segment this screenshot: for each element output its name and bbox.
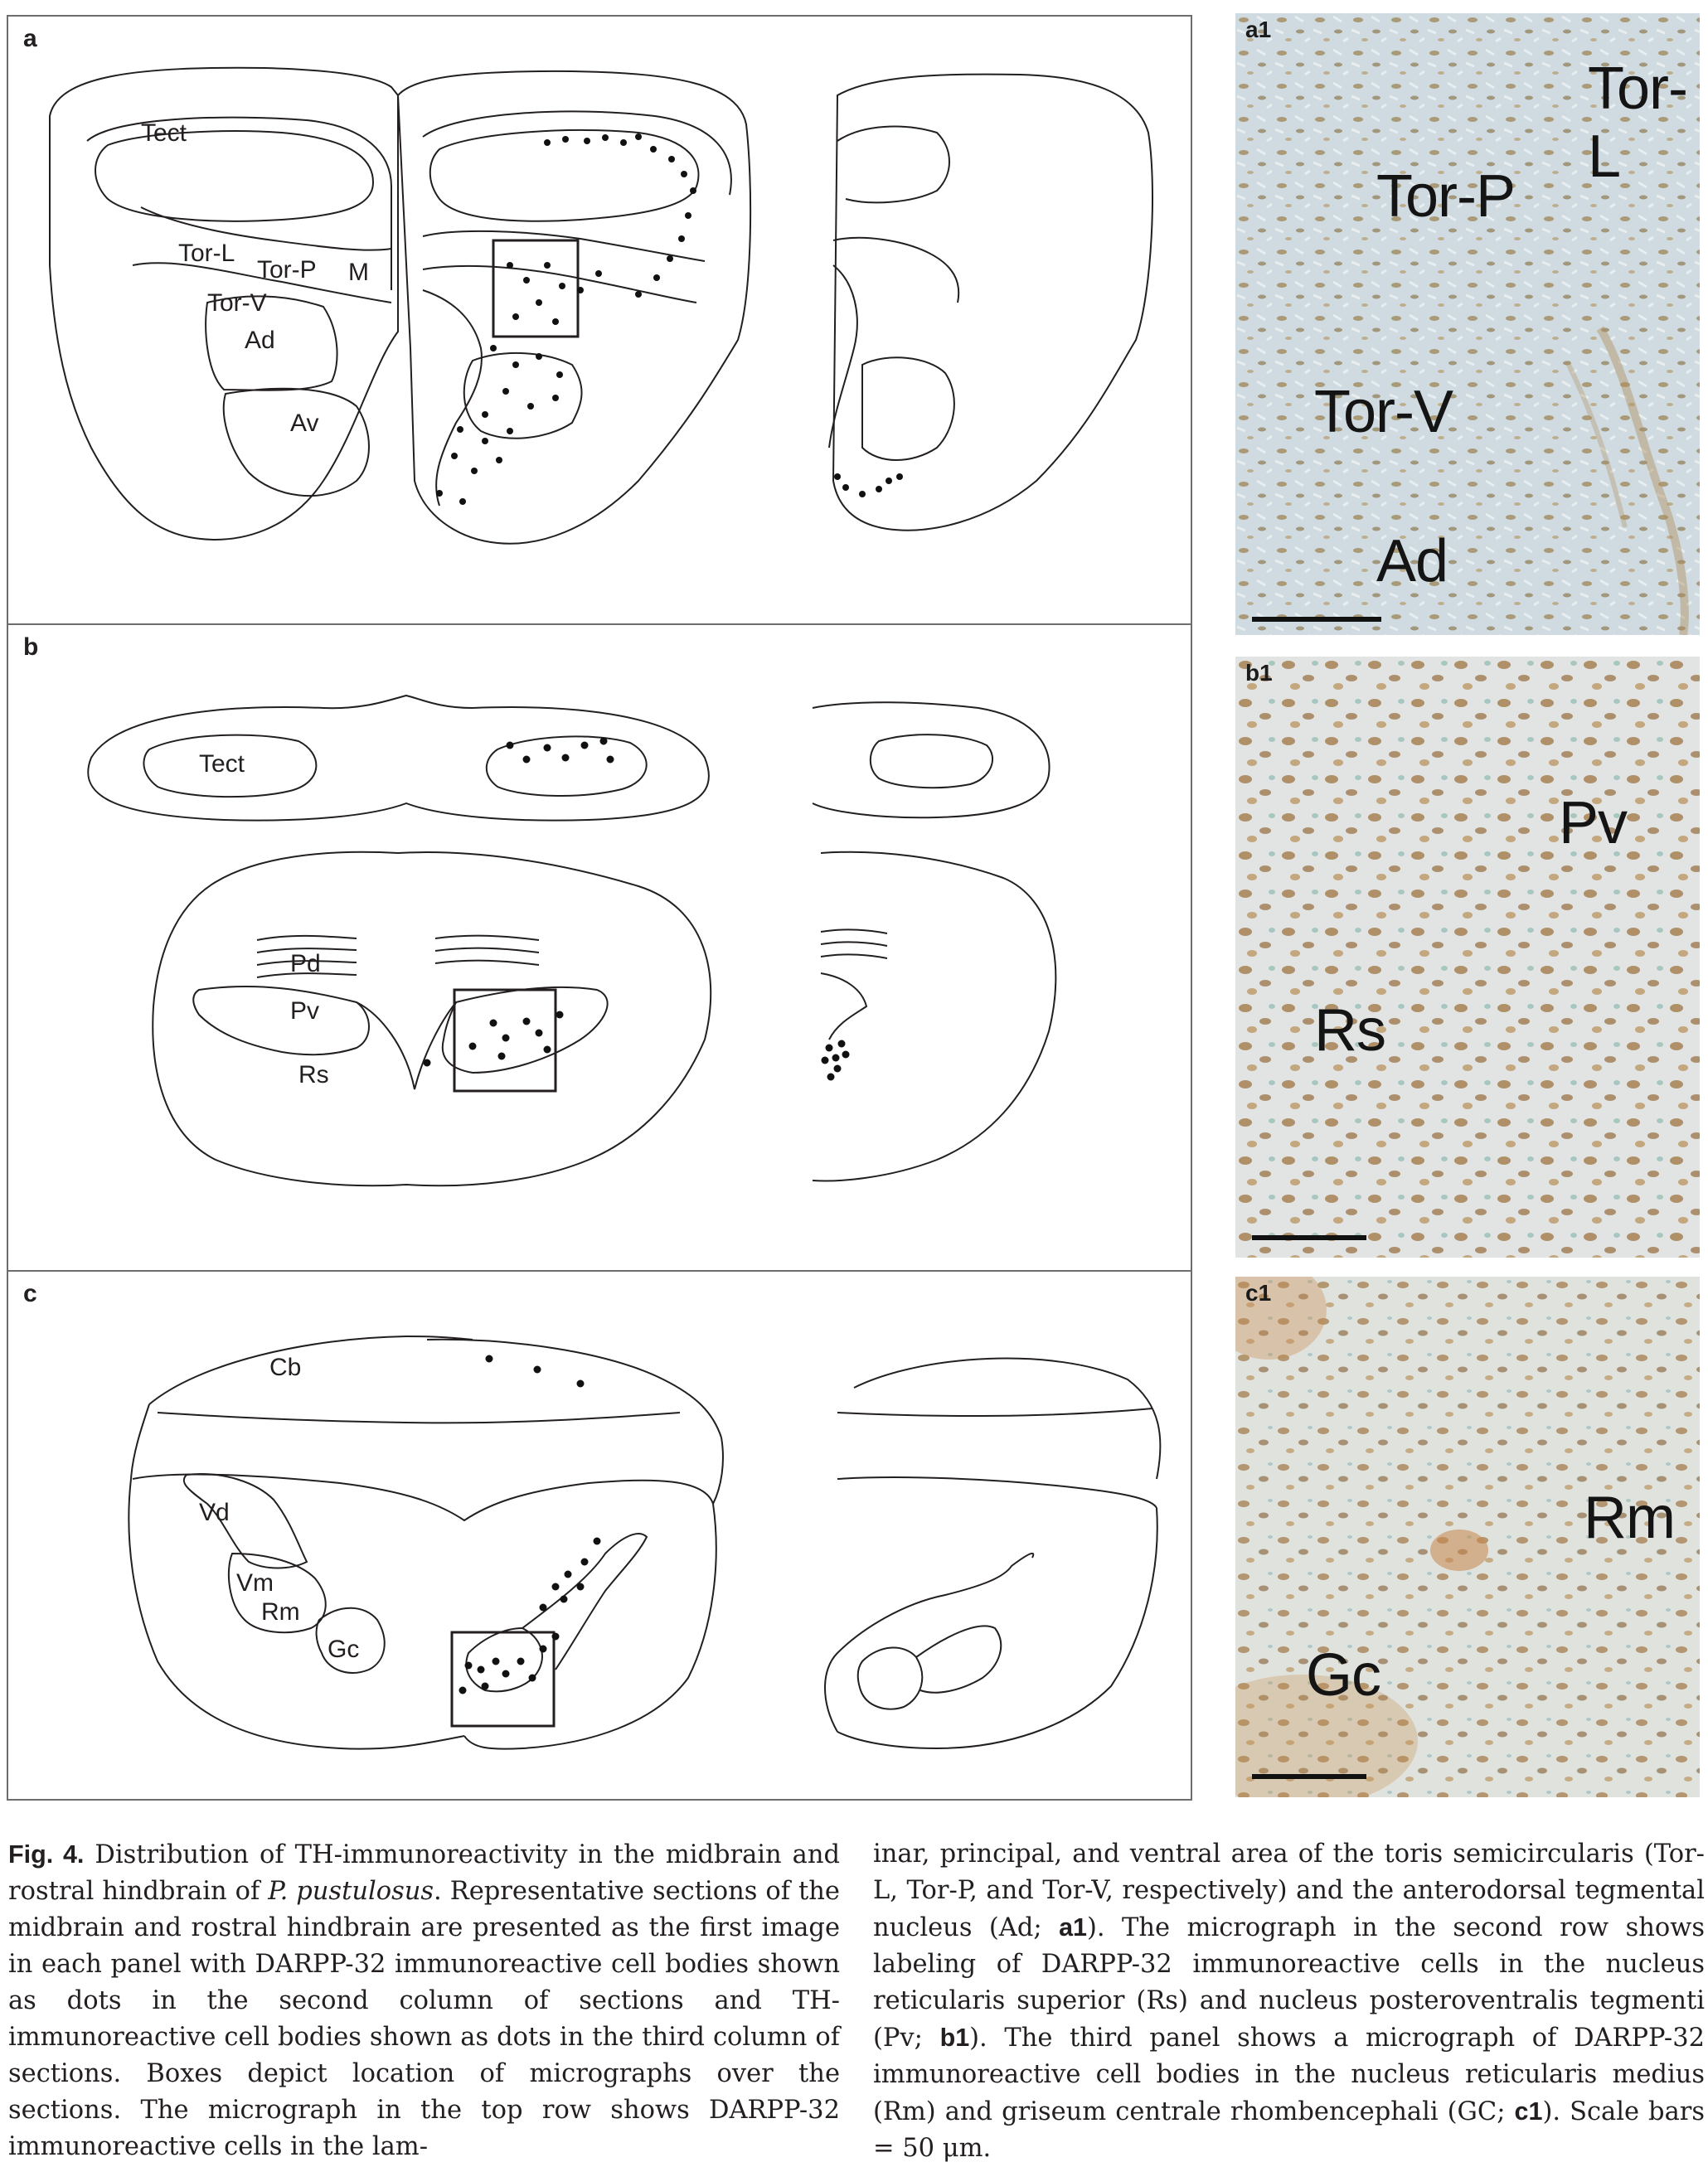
micro-label-gc: Gc — [1306, 1642, 1381, 1709]
panel-c: c Cb — [7, 1270, 1192, 1801]
label-m: M — [348, 259, 369, 286]
micrograph-letter-b1: b1 — [1245, 660, 1273, 686]
label-tor-l: Tor-L — [178, 240, 235, 267]
label-tect: Tect — [141, 119, 187, 147]
label-tor-v: Tor-V — [207, 289, 267, 317]
label-av: Av — [290, 410, 318, 437]
label-rs: Rs — [298, 1061, 329, 1088]
micrograph-b1: b1 Pv Rs — [1235, 657, 1700, 1258]
section-b-th-dots — [821, 1040, 850, 1081]
micro-label-rm: Rm — [1584, 1485, 1676, 1551]
micrograph-b1-texture — [1235, 657, 1700, 1258]
label-cb: Cb — [269, 1354, 301, 1381]
micrograph-a1: a1 Tor-L Tor-P Tor-V Ad — [1235, 13, 1700, 635]
section-a-th-dots — [834, 473, 903, 497]
micro-label-tor-v: Tor-V — [1314, 379, 1453, 445]
scale-bar-c1 — [1252, 1774, 1366, 1779]
caption-text-2b: ). The micrograph in the second row show… — [873, 1913, 1705, 2053]
micrograph-letter-a1: a1 — [1245, 17, 1272, 42]
panel-c-drawing: Cb Vd Vm Rm Gc — [128, 1335, 1162, 1750]
caption-text-1a: Distribution of TH-immunoreactivity in t… — [8, 1840, 840, 1906]
label-rm: Rm — [261, 1598, 300, 1626]
caption-ref-c1: c1 — [1514, 2097, 1543, 2126]
caption-text-1b: . Representative sections of the midbrai… — [8, 1877, 840, 2161]
label-pv: Pv — [290, 997, 319, 1025]
micro-label-tor-p: Tor-P — [1376, 163, 1516, 230]
micrograph-c1-texture — [1235, 1277, 1700, 1797]
caption-species: P. pustulosus — [268, 1877, 434, 1906]
micro-label-ad: Ad — [1376, 528, 1448, 594]
panel-b-drawing: Tect Pd Pv Rs — [87, 694, 1057, 1187]
panel-letter-a: a — [23, 25, 37, 52]
caption-ref-b1: b1 — [939, 2024, 970, 2052]
scale-bar-b1 — [1252, 1235, 1366, 1240]
panel-letter-b: b — [23, 633, 39, 661]
label-pd: Pd — [290, 950, 321, 977]
micro-label-tor-l: Tor-L — [1588, 56, 1688, 190]
panel-letter-c: c — [23, 1280, 37, 1307]
label-vm: Vm — [236, 1569, 274, 1597]
micrograph-a1-texture — [1235, 13, 1700, 635]
caption-column-1: Fig. 4. Distribution of TH-immunoreactiv… — [8, 1836, 840, 2165]
scale-bar-a1 — [1252, 617, 1381, 622]
micrograph-letter-c1: c1 — [1245, 1280, 1272, 1306]
micro-label-rs: Rs — [1314, 997, 1386, 1064]
caption-text-2a: inar, principal, and ventral area of the… — [873, 1840, 1705, 1942]
section-b-dots — [423, 737, 614, 1067]
label-ad: Ad — [245, 327, 275, 354]
section-c-dots — [459, 1355, 601, 1694]
caption-text-2c: ). The third panel shows a micrograph of… — [873, 2024, 1706, 2126]
section-a-dots — [436, 133, 696, 505]
label-tor-p: Tor-P — [257, 256, 317, 284]
caption-column-2: inar, principal, and ventral area of the… — [873, 1836, 1705, 2167]
panel-a-drawing: Tect Tor-L Tor-P Tor-V M Ad Av — [49, 66, 1153, 545]
label-gc: Gc — [328, 1636, 359, 1663]
panel-a: a — [7, 15, 1192, 625]
caption-ref-a1: a1 — [1059, 1913, 1088, 1942]
label-vd: Vd — [199, 1499, 230, 1526]
label-tect-b: Tect — [199, 750, 245, 778]
panel-b: b — [7, 623, 1192, 1272]
micro-label-pv: Pv — [1559, 790, 1628, 856]
figure-label: Fig. 4. — [8, 1840, 85, 1869]
micrograph-c1: c1 Rm Gc — [1235, 1277, 1700, 1797]
